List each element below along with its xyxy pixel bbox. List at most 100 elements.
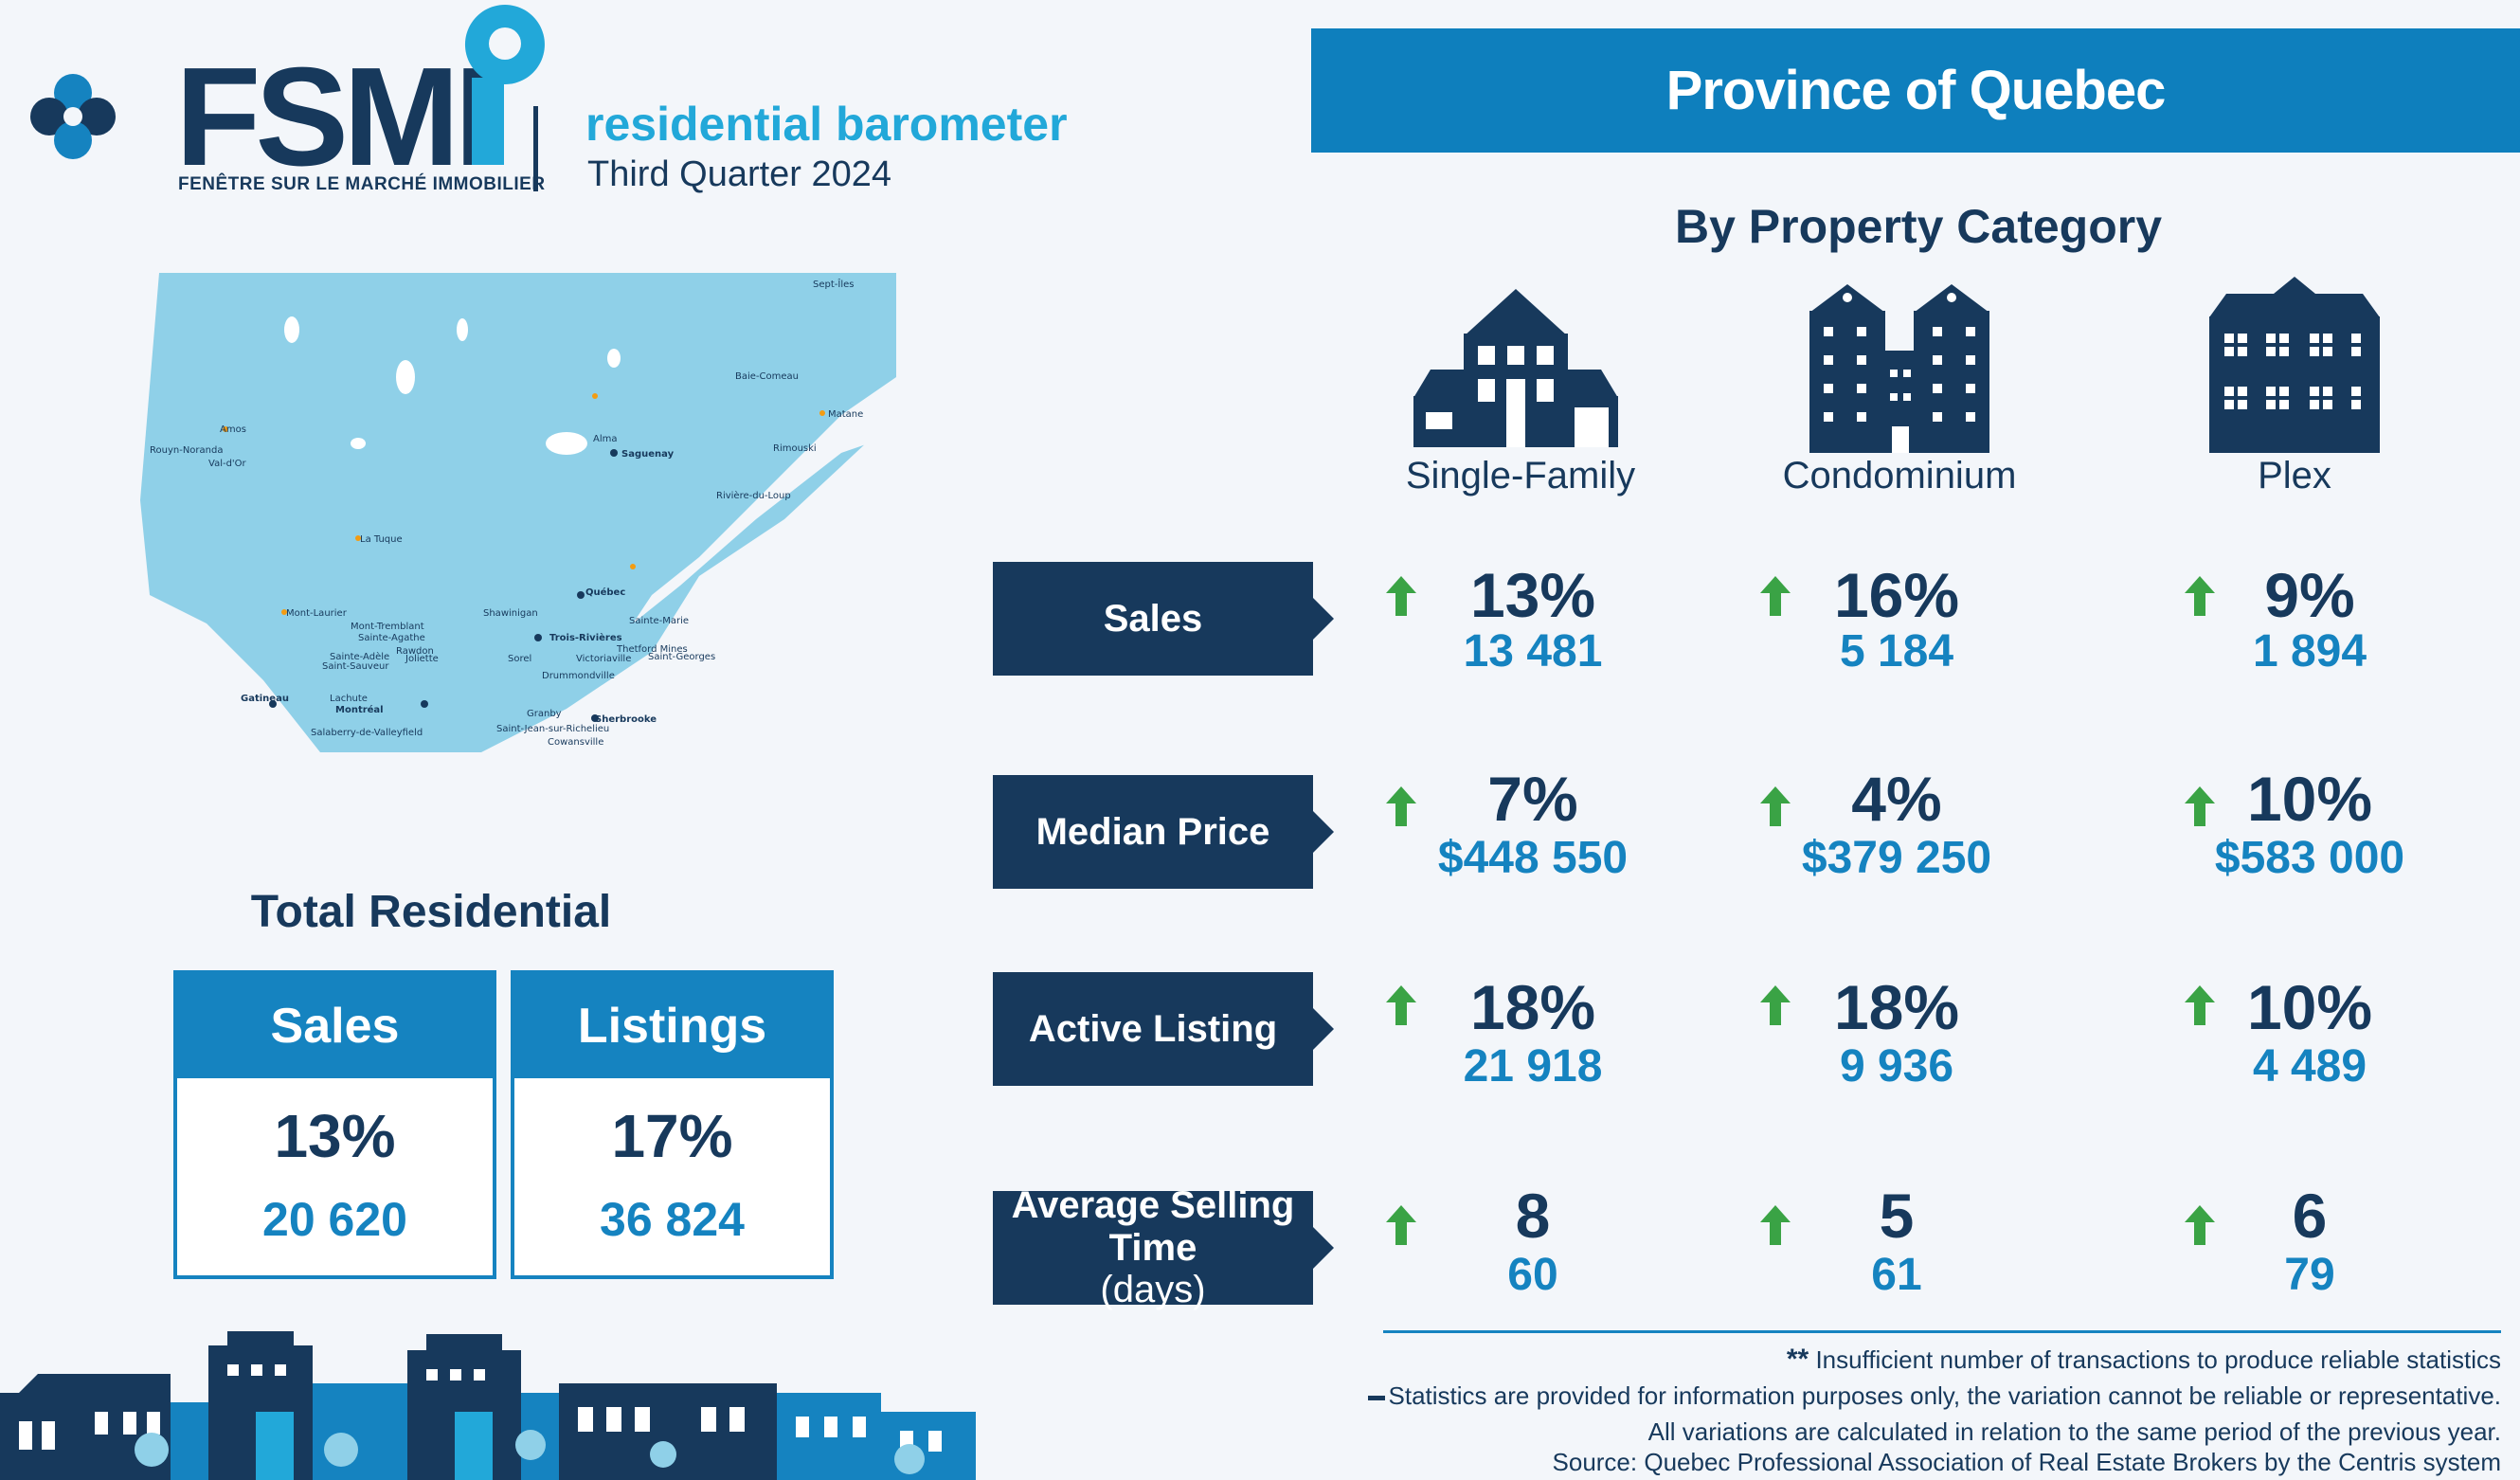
selling-time-condominium-value: 61 <box>1871 1250 1922 1300</box>
map-city-label: Saint-Sauveur <box>322 661 389 672</box>
map-city-label: Salaberry-de-Valleyfield <box>311 728 423 738</box>
location-pin-icon <box>464 5 545 165</box>
metric-pointer <box>1313 811 1334 853</box>
map-city-label: Joliette <box>405 654 439 664</box>
metric-unit-days: (days) <box>1100 1269 1206 1311</box>
median-price-single-family-value: $448 550 <box>1437 833 1629 883</box>
map-city-label: Saguenay <box>621 449 675 460</box>
period-label: Third Quarter 2024 <box>587 154 892 194</box>
note-variations: All variations are calculated in relatio… <box>1647 1417 2501 1446</box>
single-family-house-icon <box>1413 289 1618 447</box>
note-unreliable: Statistics are provided for information … <box>1367 1381 2501 1411</box>
total-listings-header: Listings <box>514 974 830 1078</box>
active-listing-condominium-pct: 18% <box>1833 972 1960 1042</box>
sales-condominium-value: 5 184 <box>1839 626 1954 677</box>
up-arrow-icon <box>2185 576 2215 616</box>
median-price-condominium-pct: 4% <box>1851 764 1942 834</box>
map-city-label: Sherbrooke <box>595 714 657 725</box>
logo-subtitle: FENÊTRE SUR LE MARCHÉ IMMOBILIER <box>178 174 546 194</box>
map-city-label: Alma <box>593 434 618 444</box>
barometer-title: residential barometer <box>585 98 1068 151</box>
metric-pointer <box>1313 598 1334 640</box>
map-city-label: Sainte-Agathe <box>358 633 425 643</box>
metric-pointer <box>1313 1008 1334 1050</box>
up-arrow-icon <box>1386 1205 1416 1245</box>
map-city-label: Mont-Tremblant <box>351 622 424 632</box>
metric-label-median-price: Median Price <box>993 775 1313 889</box>
selling-time-single-family-value: 60 <box>1507 1250 1558 1300</box>
map-city-label: Montréal <box>335 704 384 715</box>
up-arrow-icon <box>1760 985 1791 1025</box>
total-listings-value: 36 824 <box>600 1193 745 1246</box>
city-skyline-illustration <box>0 1331 976 1480</box>
map-city-label: Victoriaville <box>576 654 631 664</box>
metric-label-average-selling-time: Average Selling Time (days) <box>993 1184 1313 1310</box>
map-city-label: Rimouski <box>773 443 817 454</box>
map-city-label: Sept-Îles <box>813 278 854 290</box>
total-listings-card: Listings 17% 36 824 <box>511 970 834 1279</box>
quebec-map: Sept-Îles Baie-Comeau Matane Rimouski Al… <box>121 273 896 752</box>
map-city-label: Sorel <box>508 654 531 664</box>
map-city-label: Rivière-du-Loup <box>716 490 791 501</box>
map-city-label: Matane <box>828 409 863 420</box>
selling-time-plex-value: 79 <box>2284 1250 2335 1300</box>
fsmi-logo-mark-icon <box>30 74 116 159</box>
fsmi-logo: FSMI <box>175 39 494 195</box>
metric-label-sales: Sales <box>993 562 1313 676</box>
condominium-building-icon <box>1809 284 1989 453</box>
map-city-label: Rouyn-Noranda <box>150 445 223 456</box>
sales-single-family-pct: 13% <box>1469 560 1596 630</box>
up-arrow-icon <box>2185 1205 2215 1245</box>
region-banner: Province of Quebec <box>1311 28 2520 153</box>
map-city-label: Sainte-Adèle <box>330 651 389 662</box>
map-city-label: Rawdon <box>396 646 434 657</box>
map-city-label: Cowansville <box>548 737 603 748</box>
total-residential-title: Total Residential <box>250 887 612 937</box>
sales-condominium-pct: 16% <box>1833 560 1960 630</box>
up-arrow-icon <box>2185 985 2215 1025</box>
active-listing-plex-pct: 10% <box>2246 972 2373 1042</box>
up-arrow-icon <box>1386 985 1416 1025</box>
total-sales-value: 20 620 <box>262 1193 407 1246</box>
active-listing-single-family-value: 21 918 <box>1463 1041 1603 1092</box>
active-listing-condominium-value: 9 936 <box>1839 1041 1954 1092</box>
map-city-label: Granby <box>527 709 562 719</box>
up-arrow-icon <box>1760 1205 1791 1245</box>
selling-time-single-family-days: 8 <box>1515 1181 1551 1251</box>
category-label-single-family: Single-Family <box>1405 455 1636 496</box>
sales-plex-pct: 9% <box>2264 560 2355 630</box>
map-city-label: Thetford Mines <box>616 644 688 655</box>
map-city-label: Trois-Rivières <box>549 632 622 643</box>
sales-plex-value: 1 894 <box>2252 626 2367 677</box>
up-arrow-icon <box>2185 786 2215 826</box>
active-listing-plex-value: 4 489 <box>2252 1041 2367 1092</box>
by-category-heading: By Property Category <box>1674 200 2163 253</box>
map-city-label: Mont-Laurier <box>286 608 348 619</box>
active-listing-single-family-pct: 18% <box>1469 972 1596 1042</box>
total-sales-header: Sales <box>177 974 493 1078</box>
up-arrow-icon <box>1386 576 1416 616</box>
category-label-condominium: Condominium <box>1782 455 2017 496</box>
map-city-label: Baie-Comeau <box>735 371 799 382</box>
category-label-plex: Plex <box>2258 455 2331 496</box>
map-city-label: Amos <box>220 424 246 435</box>
median-price-plex-pct: 10% <box>2246 764 2373 834</box>
map-city-label: Lachute <box>330 694 368 704</box>
total-sales-card: Sales 13% 20 620 <box>173 970 496 1279</box>
map-city-label: Shawinigan <box>483 608 538 619</box>
map-city-label: Saint-Georges <box>648 652 715 662</box>
note-insufficient: ** Insufficient number of transactions t… <box>1786 1344 2501 1375</box>
median-price-single-family-pct: 7% <box>1487 764 1578 834</box>
total-sales-pct: 13% <box>274 1102 396 1170</box>
plex-building-icon <box>2209 277 2380 453</box>
map-city-label: Québec <box>585 587 625 598</box>
map-city-label: Drummondville <box>542 671 615 681</box>
up-arrow-icon <box>1386 786 1416 826</box>
median-price-plex-value: $583 000 <box>2214 833 2405 883</box>
map-city-label: Sainte-Marie <box>629 616 689 626</box>
median-price-condominium-value: $379 250 <box>1801 833 1992 883</box>
up-arrow-icon <box>1760 786 1791 826</box>
notes-divider <box>1383 1330 2501 1333</box>
up-arrow-icon <box>1760 576 1791 616</box>
map-city-label: Val-d'Or <box>208 459 247 469</box>
